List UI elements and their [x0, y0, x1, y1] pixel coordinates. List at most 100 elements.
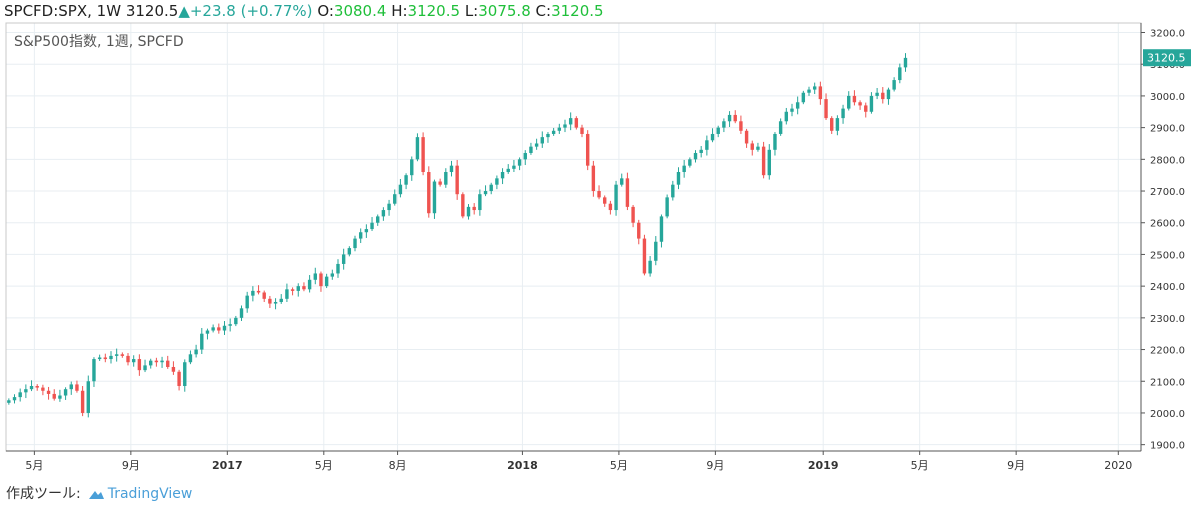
candle — [358, 228, 363, 244]
candle — [75, 380, 79, 393]
last-price-marker: 3120.5 — [1143, 49, 1191, 67]
candle-body — [364, 229, 369, 233]
candle — [892, 77, 896, 92]
candle — [898, 63, 902, 84]
candle — [523, 150, 527, 166]
x-tick-label: 2019 — [808, 459, 839, 472]
candle — [177, 369, 181, 391]
candle — [421, 132, 425, 176]
candle — [727, 111, 732, 127]
y-tick-label: 3000.0 — [1150, 92, 1185, 103]
candle — [682, 159, 686, 178]
candle-body — [177, 371, 181, 387]
candle — [761, 141, 766, 179]
candle-body — [631, 206, 635, 223]
candle-body — [166, 360, 170, 367]
candle-body — [784, 111, 789, 122]
candle — [41, 384, 45, 396]
candle-body — [404, 175, 408, 185]
candle — [319, 271, 323, 292]
candle — [143, 359, 147, 373]
candle-body — [614, 184, 618, 211]
candle — [410, 156, 414, 181]
candle — [290, 287, 295, 296]
y-tick-label: 2000.0 — [1150, 409, 1185, 420]
candle — [637, 219, 641, 245]
candle-body — [256, 290, 261, 293]
candle — [438, 178, 442, 187]
candle — [483, 185, 488, 197]
candlestick-chart[interactable]: S&P500指数, 1週, SPCFD 1900.0 2000.0 2100.0 22… — [0, 22, 1200, 478]
time-axis[interactable]: 5月 9月 2017 5月 8月 2018 5月 9月 2019 5月 9月 2020 — [25, 451, 1132, 472]
candle — [739, 115, 743, 134]
candle-body — [903, 57, 908, 68]
candle — [217, 323, 221, 334]
candle — [864, 102, 868, 118]
credit-prefix: 作成ツール: — [6, 486, 81, 502]
candle — [614, 180, 618, 216]
candle-body — [393, 194, 397, 204]
candle — [790, 103, 794, 117]
candle — [665, 194, 669, 219]
candle-body — [830, 118, 834, 131]
low-value: 3075.8 — [478, 2, 531, 20]
candle — [563, 119, 567, 133]
candle-body — [268, 298, 272, 304]
candle — [466, 204, 471, 220]
candle-body — [807, 89, 811, 93]
y-tick-label: 2500.0 — [1150, 250, 1185, 261]
x-tick-label: 8月 — [389, 459, 407, 472]
candle-body — [881, 92, 885, 100]
candle-body — [126, 355, 130, 363]
tradingview-link[interactable]: TradingView — [85, 484, 192, 504]
candle-body — [421, 137, 425, 173]
candle — [58, 389, 62, 402]
candle-body — [750, 143, 754, 150]
cloud-logo-icon — [88, 491, 104, 499]
candle-body — [188, 354, 193, 363]
candle — [381, 207, 386, 221]
candle-body — [92, 359, 96, 382]
candle-body — [620, 178, 624, 185]
candle-body — [818, 86, 823, 100]
candle — [540, 131, 544, 148]
candle-body — [466, 206, 471, 217]
candle-body — [795, 102, 800, 109]
candle — [472, 203, 476, 215]
candle — [756, 142, 760, 152]
candle-body — [756, 146, 760, 150]
candle-body — [551, 130, 556, 134]
y-tick-label: 3200.0 — [1150, 29, 1185, 40]
candle — [648, 256, 652, 277]
candle — [80, 386, 85, 417]
candle — [131, 355, 136, 367]
candle-body — [841, 108, 845, 119]
candle-body — [523, 152, 527, 160]
candle-body — [279, 298, 283, 302]
candle-body — [239, 308, 244, 318]
candle — [188, 350, 193, 365]
candle-body — [171, 366, 176, 372]
candle-body — [540, 137, 544, 144]
candle-body — [222, 325, 227, 331]
candle — [705, 135, 709, 156]
candle — [620, 173, 624, 187]
candle — [29, 380, 34, 392]
candle-body — [376, 216, 380, 223]
y-tick-label: 1900.0 — [1150, 441, 1185, 452]
candle-body — [727, 114, 732, 122]
candle — [841, 104, 845, 124]
y-tick-label: 2900.0 — [1150, 124, 1185, 135]
candle — [835, 115, 840, 136]
candle — [642, 234, 647, 276]
candle-body — [41, 387, 45, 391]
price-axis[interactable]: 1900.0 2000.0 2100.0 2200.0 2300.0 2400.0 2500… — [1141, 29, 1185, 452]
candle-body — [290, 289, 295, 291]
candle-body — [336, 263, 340, 274]
candle-body — [245, 295, 249, 309]
grid-lines — [6, 23, 1141, 451]
candle-body — [449, 165, 454, 173]
candle-body — [688, 159, 692, 166]
candle — [103, 353, 108, 363]
candle-body — [58, 395, 62, 399]
